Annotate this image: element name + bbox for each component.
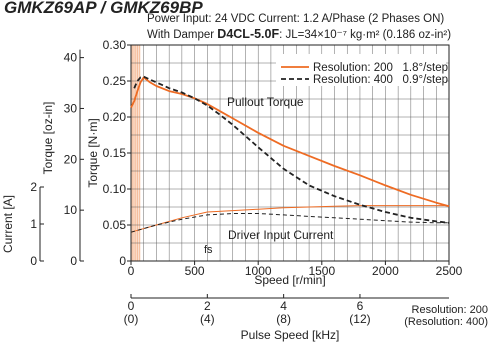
torque-axis: 0 0.05 0.10 0.15 0.20 0.25 0.30 Torque [N·m] bbox=[86, 38, 131, 268]
speed-tick-label: 1500 bbox=[308, 264, 335, 278]
pulse-tick-label: 6 bbox=[357, 299, 364, 313]
speed-axis: 0 500 1000 1500 2000 2500 Speed [r/min] bbox=[128, 261, 463, 287]
pullout-torque-label: Pullout Torque bbox=[227, 95, 304, 109]
oz-tick-label: 10 bbox=[64, 203, 78, 217]
torque-tick-label: 0.10 bbox=[103, 182, 127, 196]
damper-prefix: With Damper bbox=[147, 29, 217, 41]
curves bbox=[130, 75, 450, 233]
pulse-axis-label: Pulse Speed [kHz] bbox=[241, 328, 340, 342]
damper-model: D4CL-5.0F bbox=[217, 27, 279, 41]
model-header: GMKZ69AP / GMKZ69BP bbox=[4, 0, 203, 17]
torque-tick-label: 0.05 bbox=[103, 218, 127, 232]
current-tick-label: 0 bbox=[30, 254, 37, 268]
driver-current-curve-res200 bbox=[130, 205, 449, 233]
current-axis-label: Current [A] bbox=[1, 195, 15, 253]
damper-suffix: : JL=34×10⁻⁷ kg·m² (0.186 oz-in²) bbox=[279, 29, 451, 41]
pulse-tick-label-res400: (12) bbox=[349, 312, 370, 326]
pullout-torque-curve-res400 bbox=[133, 75, 450, 224]
speed-tick-label: 1000 bbox=[245, 264, 272, 278]
pulse-speed-axis: 0(0) 2(4) 4(8) 6(12) Resolution: 200(Resolut… bbox=[124, 294, 488, 342]
torque-tick-label: 0 bbox=[119, 254, 126, 268]
legend-label-res400: Resolution: 400 0.9°/step bbox=[313, 74, 448, 86]
speed-tick-label: 2500 bbox=[436, 264, 463, 278]
current-tick-label: 1 bbox=[30, 217, 37, 231]
fs-label: fs bbox=[204, 244, 213, 256]
pulse-tick-label-res400: (8) bbox=[276, 312, 291, 326]
pulse-tick-label-res400: (4) bbox=[200, 312, 215, 326]
pulse-note-res400: (Resolution: 400) bbox=[404, 316, 488, 328]
torque-axis-label: Torque [N·m] bbox=[86, 118, 100, 187]
legend-background bbox=[276, 54, 446, 86]
pulse-tick-label-res400: (0) bbox=[124, 312, 139, 326]
speed-tick-label: 0 bbox=[128, 264, 135, 278]
current-tick-label: 2 bbox=[30, 180, 37, 194]
current-axis: 0 1 2 Current [A] bbox=[1, 180, 44, 268]
legend: Resolution: 200 1.8°/step Resolution: 40… bbox=[276, 54, 448, 86]
speed-tick-label: 2000 bbox=[372, 264, 399, 278]
pulse-note-res200: Resolution: 200 bbox=[412, 304, 488, 316]
torque-tick-label: 0.15 bbox=[103, 146, 127, 160]
damper-caption: With Damper D4CL-5.0F: JL=34×10⁻⁷ kg·m² … bbox=[147, 27, 451, 41]
oz-tick-label: 20 bbox=[64, 152, 78, 166]
torque-tick-label: 0.30 bbox=[103, 38, 127, 52]
pulse-tick-label: 0 bbox=[128, 299, 135, 313]
speed-axis-label: Speed [r/min] bbox=[254, 273, 325, 287]
oz-tick-label: 30 bbox=[64, 101, 78, 115]
oz-axis: 0 10 20 30 40 Torque [oz-in] bbox=[41, 49, 84, 268]
driver-current-label: Driver Input Current bbox=[228, 228, 334, 242]
oz-tick-label: 40 bbox=[64, 51, 78, 65]
torque-tick-label: 0.20 bbox=[103, 110, 127, 124]
oz-tick-label: 0 bbox=[70, 254, 77, 268]
power-input-caption: Power Input: 24 VDC Current: 1.2 A/Phase… bbox=[147, 13, 444, 25]
speed-tick-label: 500 bbox=[185, 264, 205, 278]
pulse-tick-label: 4 bbox=[280, 299, 287, 313]
torque-tick-label: 0.25 bbox=[103, 74, 127, 88]
legend-label-res200: Resolution: 200 1.8°/step bbox=[313, 62, 448, 74]
oz-axis-label: Torque [oz-in] bbox=[41, 102, 55, 175]
pulse-tick-label: 2 bbox=[204, 299, 211, 313]
driver-current-curve-res400 bbox=[130, 213, 449, 233]
pullout-torque-curve-res200 bbox=[130, 76, 450, 208]
